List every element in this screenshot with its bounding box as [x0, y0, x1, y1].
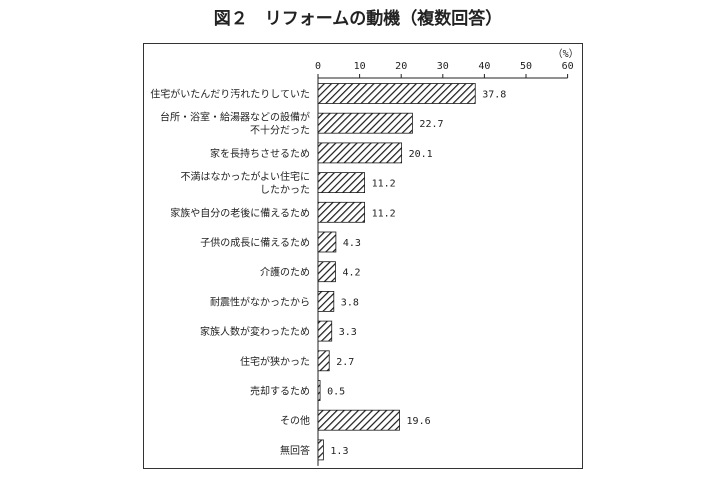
x-tick-label: 30 [437, 61, 449, 72]
category-label: 家族人数が変わったため [200, 325, 310, 338]
x-tick-label: 20 [395, 61, 407, 72]
data-label: 11.2 [372, 179, 396, 190]
x-tick-label: 0 [315, 61, 321, 72]
data-label: 1.3 [330, 446, 348, 457]
category-label: 家族や自分の老後に備えるため [170, 206, 310, 219]
data-label: 0.5 [327, 387, 345, 398]
data-label: 3.8 [341, 297, 359, 308]
data-label: 11.2 [372, 208, 396, 219]
bar [317, 172, 365, 194]
bar [317, 112, 413, 134]
category-label: 家を長持ちさせるため [210, 147, 310, 160]
chart-frame: 0 10 20 30 40 50 60 （%） 37.8 住宅がいたんだり汚れたりしていた 22.… [143, 43, 583, 469]
data-label: 2.7 [336, 357, 354, 368]
category-label: 介護のため [260, 266, 310, 279]
bar [317, 409, 400, 431]
category-label: 子供の成長に備えるため [200, 236, 310, 249]
x-tick-label: 60 [562, 61, 574, 72]
category-label: 台所・浴室・給湯器などの設備が [160, 111, 310, 124]
data-label: 4.2 [342, 268, 360, 279]
category-label: 売却するため [250, 385, 310, 398]
category-label: 不満はなかったがよい住宅に [181, 170, 311, 183]
bar [317, 231, 337, 253]
x-tick-label: 40 [478, 61, 490, 72]
category-label: 不十分だった [250, 124, 310, 137]
data-label: 37.8 [482, 90, 506, 101]
bar [317, 142, 403, 164]
data-label: 19.6 [407, 416, 431, 427]
category-label: 耐震性がなかったから [210, 295, 310, 308]
bar [317, 83, 476, 104]
category-label: 住宅がいたんだり汚れたりしていた [150, 88, 310, 101]
bar [317, 261, 336, 283]
bar [317, 290, 335, 312]
category-label: 住宅が狭かった [240, 355, 310, 368]
category-label: その他 [280, 414, 310, 427]
bar [317, 350, 330, 372]
bar [317, 201, 365, 223]
data-label: 4.3 [343, 238, 361, 249]
category-label: 無回答 [280, 444, 310, 457]
chart-title: 図２ リフォームの動機（複数回答） [213, 9, 503, 29]
bar [317, 439, 324, 461]
data-label: 20.1 [409, 149, 433, 160]
bar [317, 320, 333, 342]
data-label: 22.7 [419, 119, 443, 130]
x-tick-label: 10 [354, 61, 366, 72]
bar [317, 380, 321, 401]
bar-chart: 0 10 20 30 40 50 60（%） 37.8 住宅がいたんだり汚れたりしていた 22.… [150, 48, 579, 466]
axis-unit-label: （%） [553, 48, 579, 60]
category-label: したかった [260, 184, 310, 196]
x-tick-label: 50 [520, 61, 532, 72]
data-label: 3.3 [339, 327, 357, 338]
